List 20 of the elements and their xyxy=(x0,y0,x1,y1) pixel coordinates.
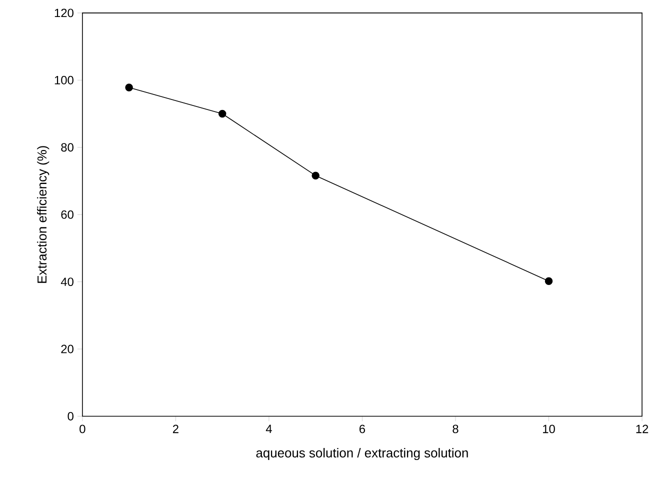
x-axis-title: aqueous solution / extracting solution xyxy=(256,448,468,460)
x-tick-label: 0 xyxy=(80,424,86,434)
point xyxy=(218,110,226,118)
point xyxy=(125,84,133,92)
x-tick-label: 10 xyxy=(543,424,555,434)
x-tick-label: 12 xyxy=(636,424,648,434)
y-axis-title: Extraction efficiency (%) xyxy=(37,146,50,283)
y-tick-label: 120 xyxy=(54,8,74,18)
y-tick-label: 20 xyxy=(61,344,74,354)
y-tick-label: 100 xyxy=(54,76,74,84)
x-tick-label: 4 xyxy=(266,424,272,433)
x-tick-label: 2 xyxy=(172,424,178,434)
y-tick-label: 80 xyxy=(61,143,74,152)
y-tick-label: 0 xyxy=(68,412,74,420)
y-tick-label: 60 xyxy=(61,210,74,219)
point xyxy=(312,172,320,180)
y-tick-label: 40 xyxy=(60,278,74,286)
x-tick-label: 8 xyxy=(452,424,458,434)
x-tick-label: 6 xyxy=(360,424,366,434)
point xyxy=(544,277,553,286)
